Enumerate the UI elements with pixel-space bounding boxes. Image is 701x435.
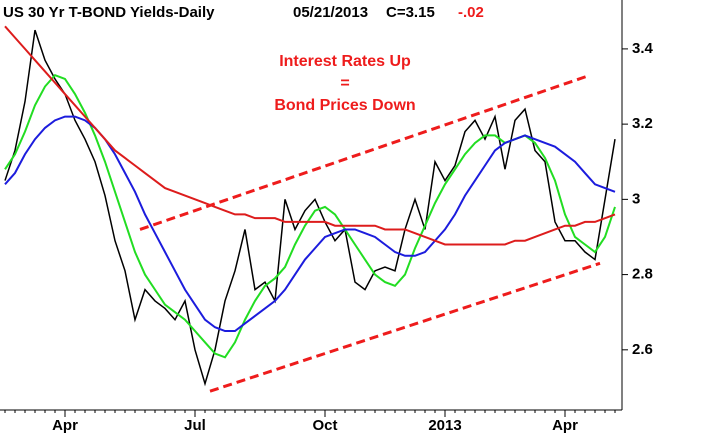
annotation: Bond Prices Down [274,97,415,114]
y-tick-label: 3 [632,190,640,207]
chart-title: US 30 Yr T-BOND Yields-Daily [3,4,215,21]
date: 05/21/2013 [293,4,368,21]
x-tick-label: Apr [52,417,78,434]
change: -.02 [458,4,484,21]
y-tick-label: 3.4 [632,40,654,57]
y-tick-label: 3.2 [632,115,653,132]
series-line [4,29,616,387]
y-tick-label: 2.8 [632,266,653,283]
trendline [209,261,601,393]
series-line [4,25,616,246]
x-tick-label: 2013 [428,417,461,434]
x-tick-label: Oct [312,417,337,434]
x-tick-label: Apr [552,417,578,434]
trendline [139,73,591,231]
x-tick-label: Jul [184,417,206,434]
close: C=3.15 [386,4,435,21]
y-tick-label: 2.6 [632,341,653,358]
annotation: Interest Rates Up [279,53,411,70]
annotation: = [340,75,349,92]
